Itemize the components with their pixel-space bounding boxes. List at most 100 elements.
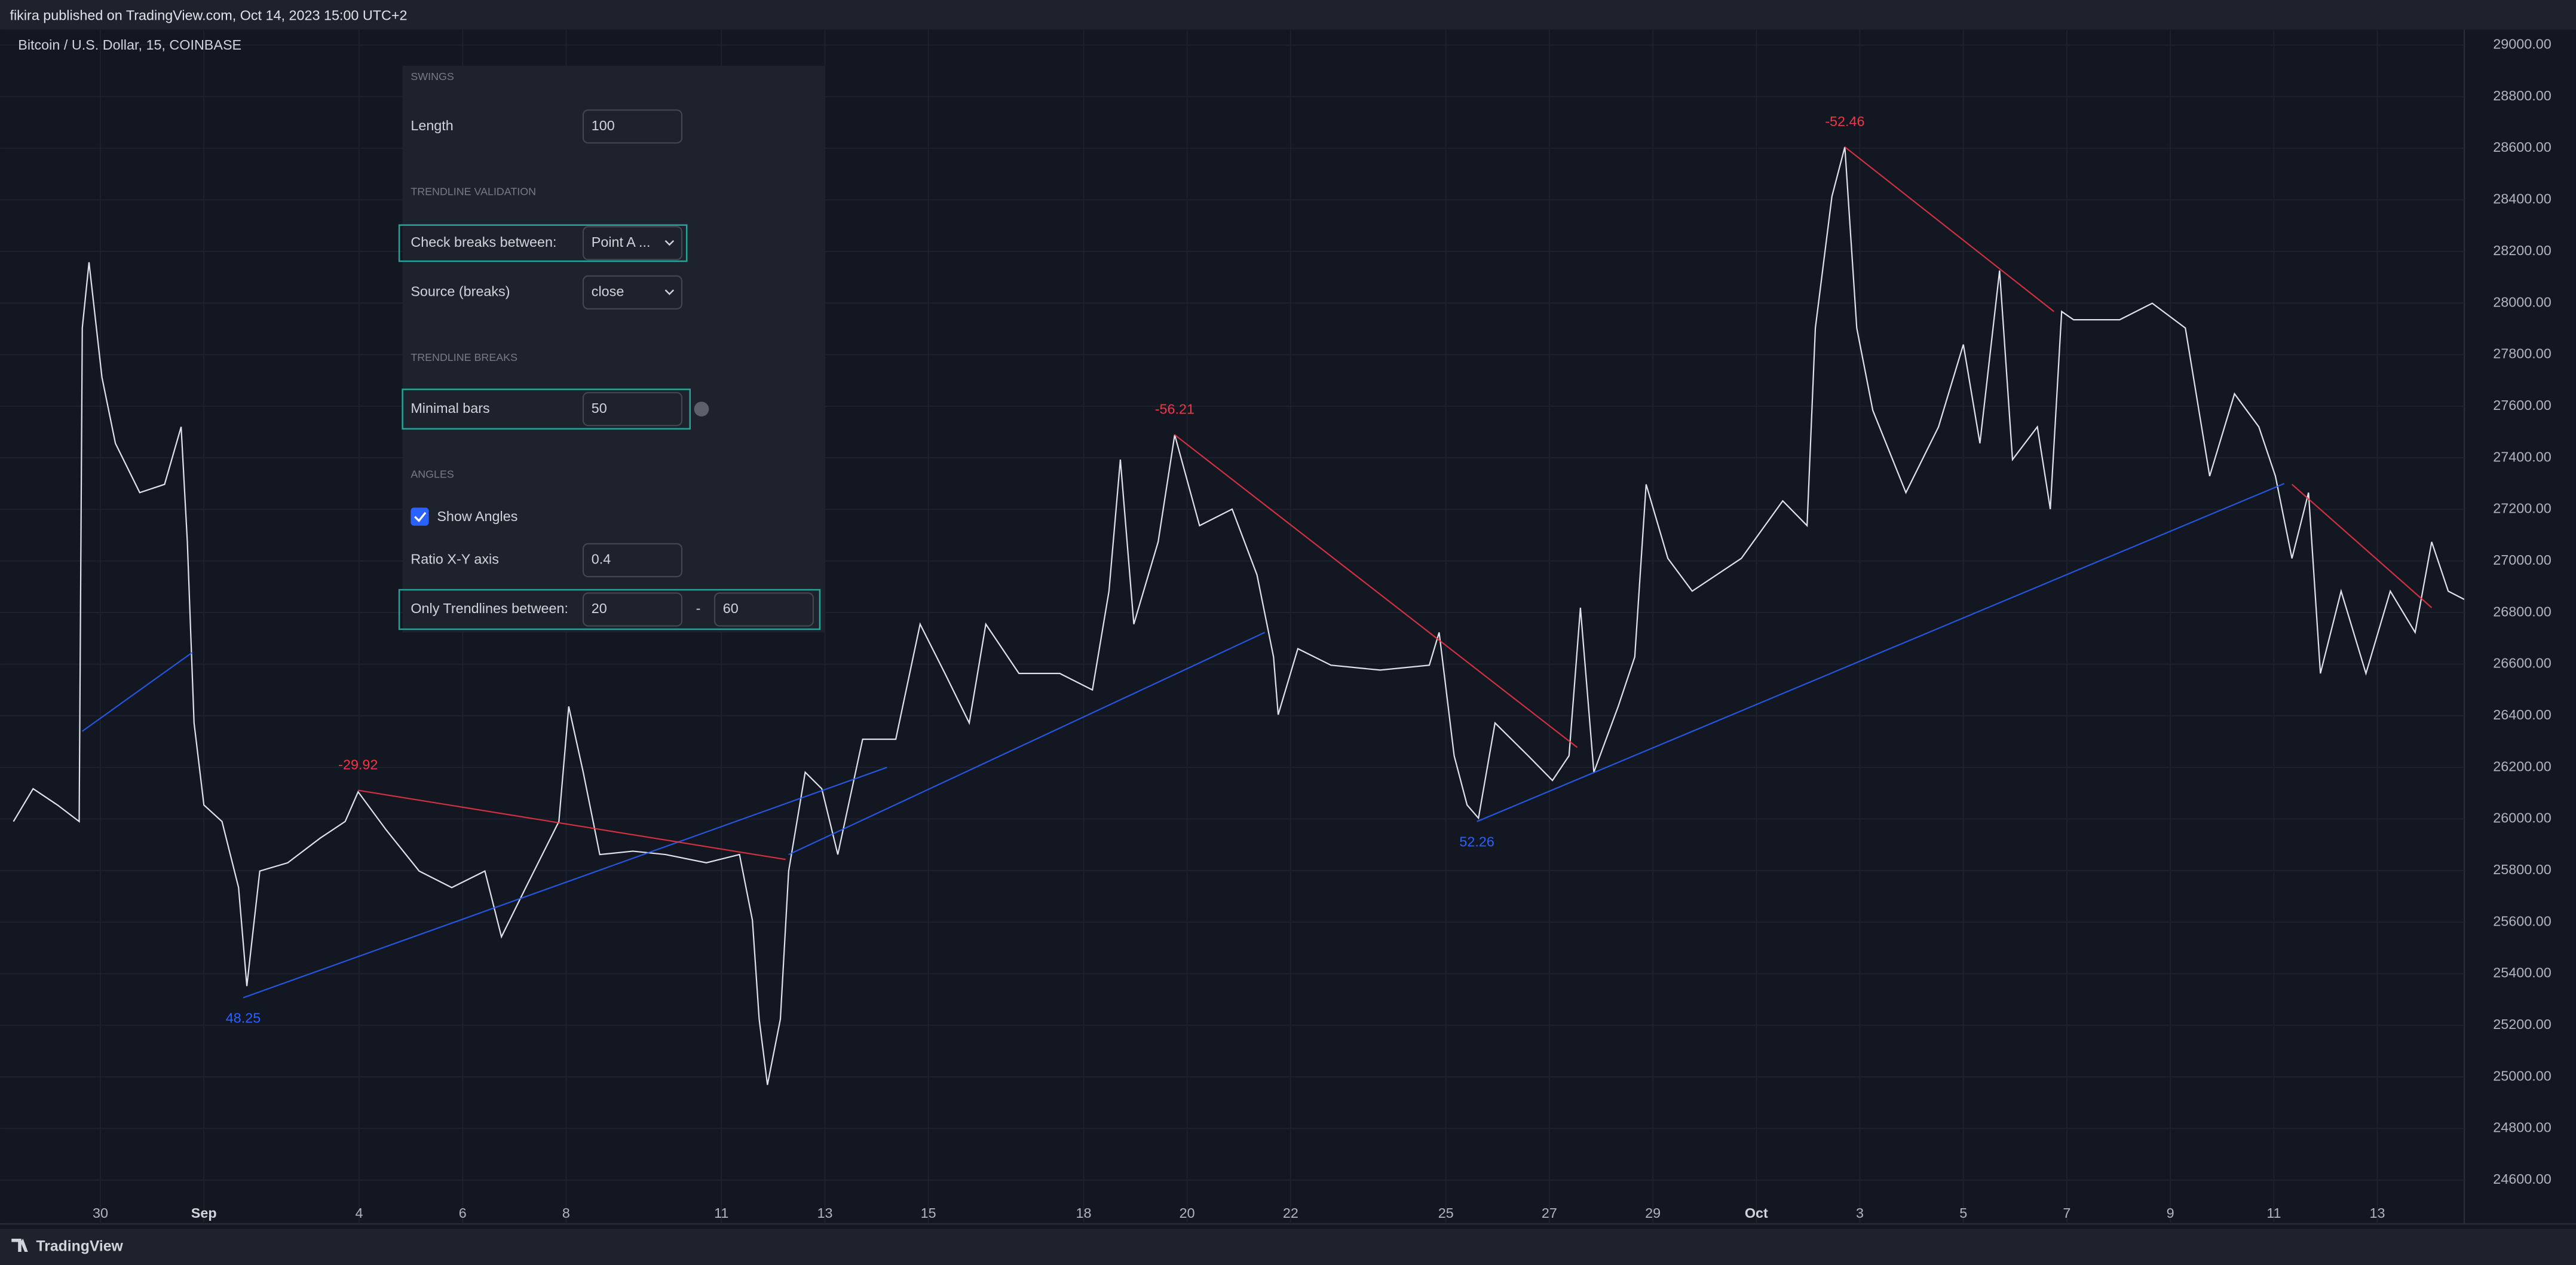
header-text: fikira published on TradingView.com, Oct… xyxy=(10,8,408,23)
x-tick-label: 29 xyxy=(1645,1205,1661,1221)
footer-brand: TradingView xyxy=(36,1238,123,1254)
section-title: TRENDLINE BREAKS xyxy=(411,351,517,363)
y-tick-label: 27600.00 xyxy=(2493,397,2551,413)
x-tick-label: Oct xyxy=(1745,1205,1768,1221)
y-tick-label: 26200.00 xyxy=(2493,758,2551,774)
highlight-box xyxy=(398,224,688,262)
axes: 24600.00 24800.00 25000.00 25200.00 25400.00… xyxy=(93,36,2552,1221)
trendline xyxy=(82,651,193,732)
angle-label: -52.46 xyxy=(1825,114,1864,129)
x-tick-label: 30 xyxy=(93,1205,108,1221)
y-tick-label: 28000.00 xyxy=(2493,294,2551,310)
y-tick-label: 25200.00 xyxy=(2493,1016,2551,1032)
input-box[interactable] xyxy=(582,109,683,144)
y-tick-label: 26000.00 xyxy=(2493,810,2551,826)
trendline xyxy=(358,789,786,860)
range-separator: - xyxy=(696,601,701,616)
y-tick-label: 26800.00 xyxy=(2493,604,2551,619)
y-tick-label: 29000.00 xyxy=(2493,36,2551,52)
angle-label: -56.21 xyxy=(1155,402,1194,417)
x-tick-label: 22 xyxy=(1283,1205,1298,1221)
x-tick-label: 25 xyxy=(1438,1205,1454,1221)
y-tick-label: 28400.00 xyxy=(2493,191,2551,207)
angle-label: -29.92 xyxy=(338,757,378,773)
y-tick-label: 28200.00 xyxy=(2493,243,2551,258)
input-value[interactable]: 100 xyxy=(592,118,615,133)
y-tick-label: 27800.00 xyxy=(2493,346,2551,362)
input-value[interactable]: 20 xyxy=(592,601,607,616)
x-tick-label: 3 xyxy=(1856,1205,1864,1221)
header-bar xyxy=(0,0,2576,30)
symbol-title: Bitcoin / U.S. Dollar, 15, COINBASE xyxy=(18,37,241,53)
x-tick-label: 13 xyxy=(817,1205,832,1221)
y-tick-label: 25600.00 xyxy=(2493,913,2551,929)
setting-label: Source (breaks) xyxy=(411,284,510,299)
section-title: TRENDLINE VALIDATION xyxy=(411,185,536,197)
setting-label[interactable]: Show Angles xyxy=(437,509,517,524)
x-tick-label: 9 xyxy=(2167,1205,2174,1221)
dropdown-value[interactable]: close xyxy=(592,284,624,299)
x-tick-label: 5 xyxy=(1959,1205,1967,1221)
grid xyxy=(0,29,2465,1224)
trendline xyxy=(788,632,1266,856)
x-tick-label: 7 xyxy=(2063,1205,2070,1221)
angle-label: 52.26 xyxy=(1459,834,1494,850)
y-tick-label: 27000.00 xyxy=(2493,552,2551,568)
x-tick-label: 13 xyxy=(2370,1205,2385,1221)
input-box[interactable] xyxy=(713,592,814,627)
input-value[interactable]: 60 xyxy=(723,601,739,616)
input-value[interactable]: 50 xyxy=(592,400,607,416)
x-tick-label: 11 xyxy=(714,1205,728,1221)
y-tick-label: 26400.00 xyxy=(2493,707,2551,722)
chevron xyxy=(664,240,675,246)
x-tick-label: 8 xyxy=(562,1205,570,1221)
input-value[interactable]: 0.4 xyxy=(592,552,611,567)
panel-bg xyxy=(402,65,825,633)
highlight-box xyxy=(402,388,691,430)
price-line xyxy=(13,146,2465,1085)
trendline xyxy=(1477,483,2285,822)
y-tick-label: 27200.00 xyxy=(2493,501,2551,516)
y-tick-label: 24800.00 xyxy=(2493,1120,2551,1135)
dropdown[interactable] xyxy=(582,226,683,261)
x-tick-label: Sep xyxy=(191,1205,217,1221)
plot: 48.25 52.26 -29.92 -56.21 -52.46 xyxy=(13,114,2465,1085)
dropdown[interactable] xyxy=(582,275,683,310)
info-icon[interactable] xyxy=(694,402,709,416)
y-tick-label: 28600.00 xyxy=(2493,139,2551,155)
highlight-box xyxy=(398,589,821,630)
y-tick-label: 26600.00 xyxy=(2493,656,2551,671)
checkmark xyxy=(414,511,427,523)
input-box[interactable] xyxy=(582,391,683,427)
section-title: SWINGS xyxy=(411,71,454,82)
settings-panel: SWINGS Length 100 TRENDLINE VALIDATION C… xyxy=(398,65,825,633)
angle-label: 48.25 xyxy=(226,1010,261,1026)
y-tick-label: 27400.00 xyxy=(2493,449,2551,464)
x-tick-label: 4 xyxy=(356,1205,363,1221)
x-tick-label: 18 xyxy=(1076,1205,1091,1221)
trendline xyxy=(1844,146,2054,313)
x-tick-label: 20 xyxy=(1180,1205,1195,1221)
y-tick-label: 28800.00 xyxy=(2493,88,2551,103)
trendline xyxy=(1174,434,1578,748)
x-tick-label: 27 xyxy=(1542,1205,1557,1221)
footer-bar xyxy=(0,1229,2576,1265)
input-box[interactable] xyxy=(582,592,683,627)
setting-label: Check breaks between: xyxy=(411,234,556,250)
dropdown-value[interactable]: Point A ... xyxy=(592,234,651,250)
input-box[interactable] xyxy=(582,543,683,578)
setting-label: Minimal bars xyxy=(411,400,489,416)
x-tick-label: 15 xyxy=(921,1205,936,1221)
trendline xyxy=(2291,483,2433,608)
checkbox[interactable] xyxy=(411,507,429,526)
x-tick-label: 11 xyxy=(2266,1205,2281,1221)
setting-label: Ratio X-Y axis xyxy=(411,552,499,567)
chevron xyxy=(664,289,675,295)
y-tick-label: 25800.00 xyxy=(2493,862,2551,877)
setting-label: Only Trendlines between: xyxy=(411,601,568,616)
x-tick-label: 6 xyxy=(459,1205,467,1221)
y-tick-label: 24600.00 xyxy=(2493,1171,2551,1187)
y-tick-label: 25400.00 xyxy=(2493,965,2551,981)
